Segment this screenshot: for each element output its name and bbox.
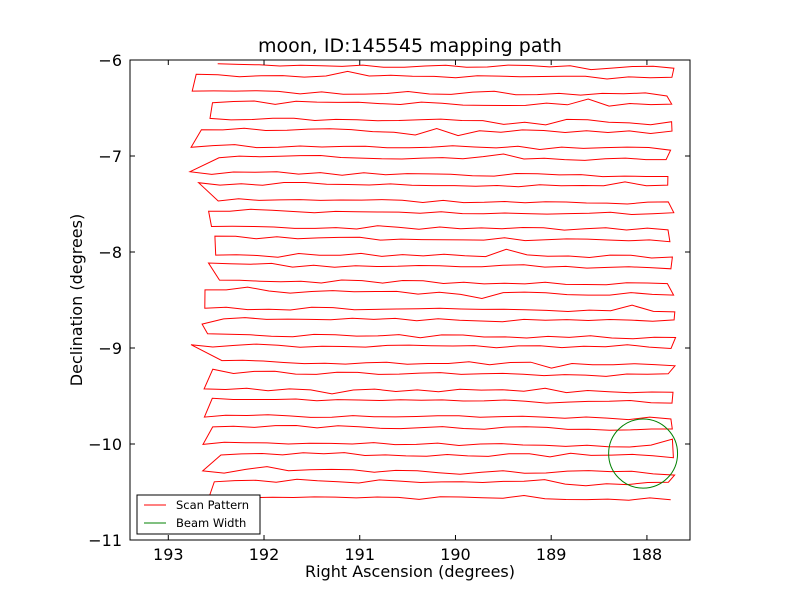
x-tick-label: 192: [249, 545, 280, 564]
plot-area: [129, 59, 691, 541]
y-tick-label: −7: [98, 147, 122, 166]
chart-title: moon, ID:145545 mapping path: [258, 35, 562, 57]
scan-pattern-line: [188, 63, 677, 501]
scan-pattern-layer: [188, 63, 677, 501]
x-tick-label: 193: [153, 545, 184, 564]
legend-box: [136, 494, 261, 535]
plot-frame: [129, 59, 691, 541]
beam-width-layer: [608, 418, 679, 489]
y-tick-label: −9: [98, 339, 122, 358]
legend: Scan Pattern Beam Width: [136, 494, 261, 535]
x-axis-label: Right Ascension (degrees): [305, 562, 515, 581]
y-tick-label: −6: [98, 51, 122, 70]
x-tick-label: 190: [440, 545, 471, 564]
y-axis-ticks: −6 −7 −8 −9 −10 −11: [88, 51, 690, 550]
legend-label-scan-pattern: Scan Pattern: [176, 498, 249, 512]
x-tick-label: 191: [344, 545, 375, 564]
beam-width-circle: [608, 418, 679, 489]
y-tick-label: −8: [98, 243, 122, 262]
y-axis-label: Declination (degrees): [67, 214, 86, 386]
x-tick-label: 189: [536, 545, 567, 564]
x-axis-ticks: 193 192 191 190 189 188: [153, 60, 662, 564]
x-tick-label: 188: [632, 545, 663, 564]
y-tick-label: −10: [88, 435, 122, 454]
y-tick-label: −11: [88, 531, 122, 550]
legend-label-beam-width: Beam Width: [176, 516, 246, 530]
